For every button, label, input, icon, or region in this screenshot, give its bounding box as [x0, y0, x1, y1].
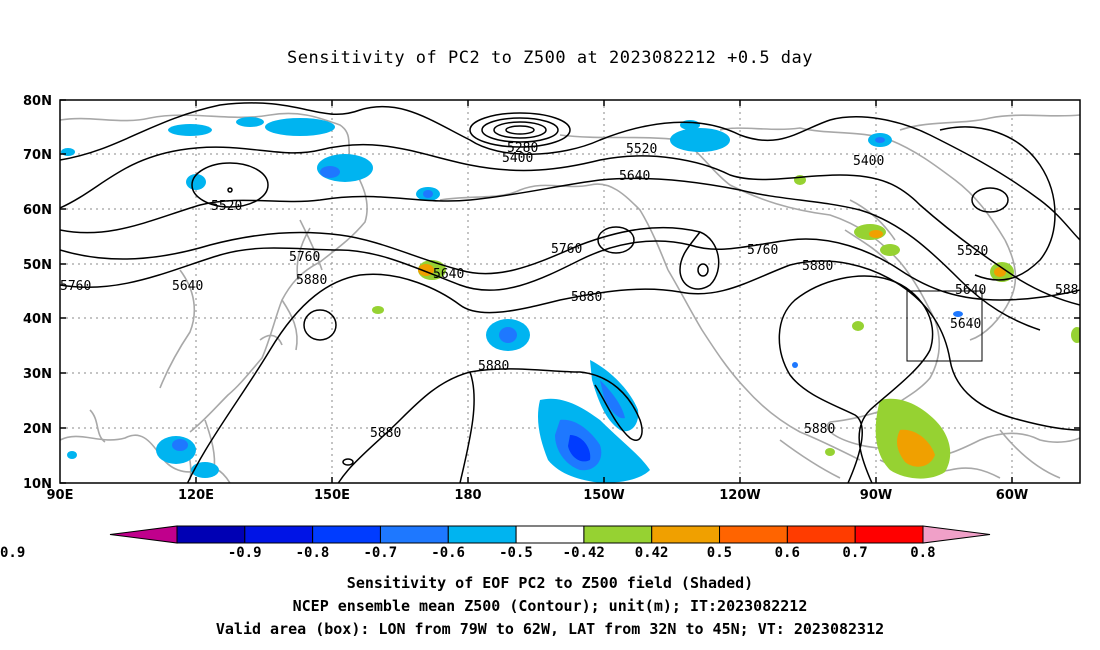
lon-axis: [195, 100, 1013, 483]
z500-contours: [60, 102, 1080, 483]
colorbar-label: 0.9: [0, 545, 26, 561]
colorbar-low-extension: [109, 525, 178, 544]
lat-label: 30N: [23, 367, 52, 382]
colorbar-cell: [515, 525, 585, 544]
colorbar-label: 0.6: [774, 545, 800, 561]
contour-label: 5640: [433, 267, 464, 282]
plot-frame: [59, 99, 1081, 484]
colorbar-label: -0.6: [431, 545, 465, 561]
contour-label: 588: [1055, 283, 1078, 298]
colorbar-label: -0.42: [562, 545, 605, 561]
contour-label: 5880: [571, 290, 602, 305]
caption-line-1: Sensitivity of EOF PC2 to Z500 field (Sh…: [346, 574, 754, 592]
lon-label: 120E: [178, 488, 214, 503]
colorbar-label: 0.42: [634, 545, 669, 561]
contour-labels: 5280 5400 5520 5640 5400 5520 5640 5760 …: [60, 141, 1078, 441]
caption-line-2: NCEP ensemble mean Z500 (Contour); unit(…: [292, 597, 808, 615]
lat-label: 20N: [23, 422, 52, 437]
lon-label: 120W: [719, 488, 760, 503]
lon-labels: 90E 120E 150E 180 150W 120W 90W 60W: [47, 488, 1029, 503]
lon-label: 180: [454, 488, 481, 503]
valid-area-box: [906, 290, 983, 362]
contour-label: 5640: [950, 317, 981, 332]
lat-axis: [60, 99, 1080, 484]
contour-label: 5400: [502, 151, 533, 166]
colorbar-label: 0.5: [706, 545, 733, 561]
page-title: Sensitivity of PC2 to Z500 at 2023082212…: [286, 48, 813, 68]
colorbar-high-extension: [922, 525, 991, 544]
colorbar-cell: [379, 525, 449, 544]
lat-labels: 80N 70N 60N 50N 40N 30N 20N 10N: [23, 94, 52, 492]
contour-label: 5760: [289, 250, 320, 265]
lon-label: 150W: [583, 488, 624, 503]
colorbar-label: -0.7: [363, 545, 398, 561]
contour-label: 5880: [370, 426, 401, 441]
colorbar-cell: [447, 525, 517, 544]
contour-label: 5880: [478, 359, 509, 374]
contour-label: 5760: [551, 242, 582, 257]
lat-label: 50N: [23, 258, 52, 273]
contour-label: 5520: [957, 244, 988, 259]
contour-label: 5880: [802, 259, 833, 274]
colorbar-label: -0.5: [499, 545, 533, 561]
lat-label: 10N: [23, 477, 52, 492]
lat-label: 70N: [23, 148, 52, 163]
lat-label: 40N: [23, 312, 52, 327]
contour-label: 5280: [507, 141, 538, 156]
lon-label: 90W: [860, 488, 892, 503]
sensitivity-shading: [61, 117, 1080, 483]
contour-label: 5520: [626, 142, 657, 157]
colorbar-cell: [786, 525, 856, 544]
colorbar-cell: [583, 525, 653, 544]
contour-label: 5400: [853, 154, 884, 169]
lon-label: 150E: [314, 488, 350, 503]
contour-label: 5640: [619, 169, 650, 184]
colorbar-label: -0.9: [227, 545, 262, 561]
lon-label: 90E: [47, 488, 74, 503]
colorbar-label: -0.8: [295, 545, 330, 561]
colorbar-cell: [651, 525, 721, 544]
colorbar: [109, 525, 991, 544]
contour-label: 5880: [296, 273, 327, 288]
contour-label: 5880: [804, 422, 835, 437]
contour-label: 5520: [211, 199, 242, 214]
colorbar-cell: [312, 525, 381, 544]
colorbar-cell: [854, 525, 924, 544]
colorbar-cell: [244, 525, 314, 544]
colorbar-cell: [176, 525, 246, 544]
caption-line-3: Valid area (box): LON from 79W to 62W, L…: [215, 620, 885, 638]
colorbar-label: 0.7: [842, 545, 868, 561]
lat-label: 60N: [23, 203, 52, 218]
lon-label: 60W: [996, 488, 1028, 503]
contour-label: 5640: [172, 279, 203, 294]
lat-label: 80N: [23, 94, 52, 109]
colorbar-cell: [719, 525, 788, 544]
contour-label: 5760: [60, 279, 91, 294]
colorbar-label: 0.8: [910, 545, 936, 561]
contour-label: 5760: [747, 243, 778, 258]
